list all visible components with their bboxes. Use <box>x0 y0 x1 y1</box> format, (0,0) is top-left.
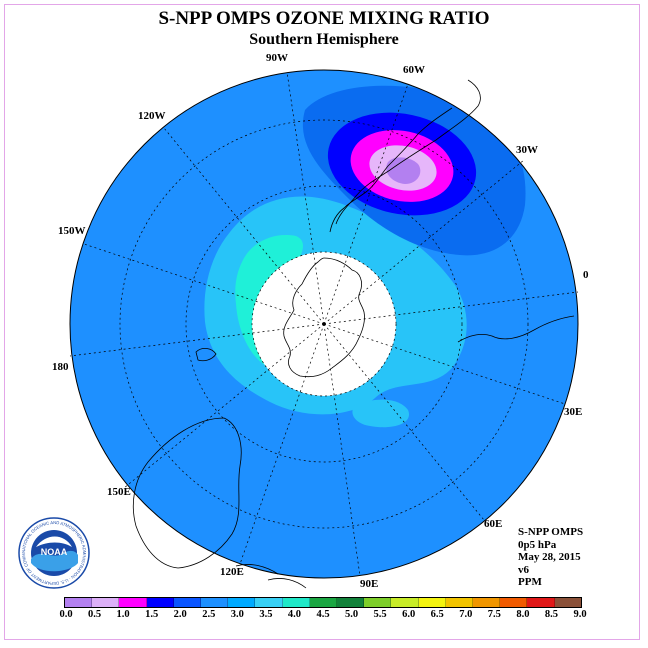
noaa-logo-icon: NOAA NATIONAL OCEANIC AND ATMOSPHERIC AD… <box>16 513 90 589</box>
legend-labels: 0.0 0.5 1.0 1.5 2.0 2.5 3.0 3.5 4.0 4.5 5.0 5.5 6.0 6… <box>0 609 648 623</box>
info-version: v6 <box>518 563 529 576</box>
plot-frame <box>4 4 640 640</box>
legend-swatch <box>173 598 202 607</box>
lon-label-180: 180 <box>52 361 69 373</box>
legend-label: 0.0 <box>59 609 73 620</box>
info-pressure: 0p5 hPa <box>518 538 557 551</box>
graticule <box>69 71 579 577</box>
info-satellite: S-NPP OMPS <box>518 526 584 538</box>
legend-swatch <box>364 598 392 607</box>
legend-label: 5.5 <box>373 609 387 620</box>
page-subtitle: Southern Hemisphere <box>249 31 399 48</box>
info-units: PPM <box>518 576 542 588</box>
legend-swatch <box>418 598 446 607</box>
new-zealand-coast <box>195 348 217 362</box>
lon-label-90w: 90W <box>266 52 288 64</box>
legend-label: 5.0 <box>344 609 359 620</box>
legend-label: 3.5 <box>259 609 273 620</box>
legend-swatch <box>282 598 310 607</box>
field-high-purple <box>386 157 421 184</box>
legend-label: 2.5 <box>202 609 216 620</box>
south-america-coast <box>335 79 481 225</box>
legend-swatch <box>337 598 365 607</box>
map-border <box>69 69 579 579</box>
field-light-patch <box>352 399 410 428</box>
legend-label: 7.5 <box>487 609 501 620</box>
legend-swatch <box>473 598 501 607</box>
legend-swatch <box>309 598 338 607</box>
legend-label: 0.5 <box>87 609 102 620</box>
legend-label: 6.0 <box>402 609 416 620</box>
legend-swatch <box>445 598 474 607</box>
legend-label: 1.5 <box>145 609 159 620</box>
color-legend <box>64 597 582 608</box>
lon-label-90e: 90E <box>360 578 378 590</box>
lon-label-60e: 60E <box>484 518 502 530</box>
legend-swatch <box>391 598 419 607</box>
legend-label: 7.0 <box>459 609 473 620</box>
lon-label-150e: 150E <box>107 486 131 498</box>
legend-label: 4.5 <box>316 609 330 620</box>
antarctica-coast <box>283 257 365 378</box>
legend-label: 8.5 <box>544 609 558 620</box>
legend-label: 3.0 <box>230 609 244 620</box>
legend-swatch <box>119 598 147 607</box>
legend-label: 4.0 <box>287 609 301 620</box>
lon-label-120w: 120W <box>138 110 166 122</box>
info-block: S-NPP OMPS 0p5 hPa May 28, 2015 v6 PPM <box>518 526 583 589</box>
legend-swatch <box>228 598 256 607</box>
legend-label: 9.0 <box>573 609 587 620</box>
legend-swatch <box>527 598 555 607</box>
south-america-coast-2 <box>329 107 453 233</box>
lon-label-30e: 30E <box>564 406 582 418</box>
legend-swatch <box>500 598 528 607</box>
legend-label: 1.0 <box>116 609 130 620</box>
legend-swatch <box>92 598 120 607</box>
noaa-logo-text: NOAA <box>41 547 68 557</box>
legend-swatch <box>255 598 283 607</box>
lon-label-60w: 60W <box>403 64 425 76</box>
lon-label-150w: 150W <box>58 225 86 237</box>
southern-africa-coast <box>457 315 575 343</box>
page-title: S-NPP OMPS OZONE MIXING RATIO <box>158 8 490 29</box>
longitude-labels: 90W 60W 30W 0 30E 60E 90E 120E 150E 180 … <box>52 52 589 590</box>
coastlines <box>132 79 575 589</box>
lon-label-30w: 30W <box>516 144 538 156</box>
info-date: May 28, 2015 <box>518 551 581 563</box>
australia-coast <box>132 417 242 569</box>
indonesia-coast <box>235 564 307 589</box>
legend-swatch <box>201 598 229 607</box>
legend-label: 8.0 <box>516 609 530 620</box>
lon-label-120e: 120E <box>220 566 244 578</box>
south-pole-dot <box>322 322 326 326</box>
legend-swatch <box>146 598 174 607</box>
legend-label: 2.0 <box>173 609 187 620</box>
legend-label: 6.5 <box>430 609 444 620</box>
legend-swatch <box>65 598 93 607</box>
lon-label-0: 0 <box>583 269 589 281</box>
legend-swatch <box>554 598 581 607</box>
noaa-logo: NOAA NATIONAL OCEANIC AND ATMOSPHERIC AD… <box>16 513 90 594</box>
